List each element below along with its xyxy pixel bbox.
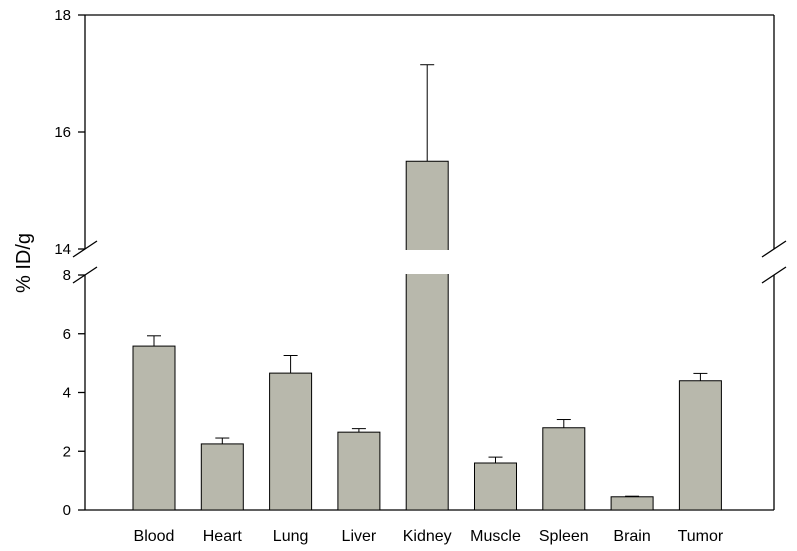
category-label-blood: Blood: [134, 528, 175, 545]
bar-liver: [337, 431, 381, 511]
y-tick-label: 2: [63, 443, 71, 460]
bar-lung: [269, 372, 313, 511]
category-label-lung: Lung: [273, 528, 309, 545]
axis-break-mark-upper-right: [761, 240, 787, 258]
category-label-heart: Heart: [203, 528, 243, 545]
bar-brain: [610, 496, 654, 511]
bar-tumor: [678, 380, 722, 511]
category-label-brain: Brain: [613, 528, 650, 545]
chart-ticks: 0 2 4 6 8 14 16 18: [54, 7, 85, 519]
category-label-liver: Liver: [342, 528, 377, 545]
y-tick-label: 6: [63, 326, 71, 343]
category-label-spleen: Spleen: [539, 528, 589, 545]
y-tick-label: 18: [54, 7, 71, 24]
chart-axes: [72, 14, 787, 511]
bar-blood: [132, 345, 176, 511]
y-tick-label: 0: [63, 502, 71, 519]
y-tick-label: 4: [63, 385, 71, 402]
bar-spleen: [542, 427, 586, 511]
category-label-muscle: Muscle: [470, 528, 521, 545]
y-axis-title: % ID/g: [13, 233, 35, 293]
y-tick-label: 16: [54, 124, 71, 141]
bar-muscle: [474, 462, 517, 511]
bar-break-gap: [405, 250, 450, 274]
bar-kidney: [405, 160, 449, 511]
bar-heart: [200, 443, 244, 511]
category-labels: Blood Heart Lung Liver Kidney Muscle Spleen Bra…: [134, 528, 724, 545]
y-tick-label: 14: [54, 241, 71, 258]
chart-bars: [132, 64, 722, 511]
y-tick-label: 8: [63, 267, 71, 284]
category-label-kidney: Kidney: [403, 528, 452, 545]
axis-break-mark-lower-right: [761, 266, 787, 284]
category-label-tumor: Tumor: [678, 528, 724, 545]
